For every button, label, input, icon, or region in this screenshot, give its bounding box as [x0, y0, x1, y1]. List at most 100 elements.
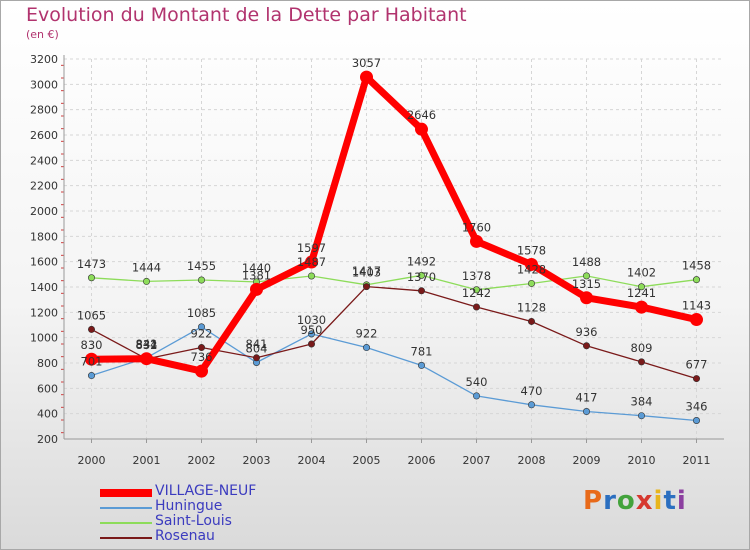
data-label: 1440 — [242, 261, 271, 275]
data-label: 1488 — [572, 255, 601, 269]
data-label: 1428 — [517, 262, 546, 276]
data-label: 1065 — [77, 308, 106, 322]
data-point — [692, 276, 700, 284]
data-label: 1402 — [627, 266, 656, 280]
series-line-rosenau — [91, 285, 697, 380]
data-label: 346 — [686, 400, 708, 414]
data-point — [360, 70, 373, 84]
data-label: 1241 — [627, 286, 656, 300]
data-label: 1458 — [682, 259, 711, 273]
y-tick-label: 600 — [37, 382, 58, 395]
data-point — [307, 340, 315, 348]
data-point — [580, 291, 593, 305]
data-label: 1315 — [572, 277, 601, 291]
data-label: 1760 — [462, 220, 491, 234]
x-tick-label: 2006 — [408, 454, 436, 467]
data-point — [582, 342, 590, 350]
data-label: 1128 — [517, 300, 546, 314]
data-label: 922 — [191, 327, 213, 341]
data-label: 1444 — [132, 260, 161, 274]
proxiti-logo: Proxiti — [583, 486, 687, 516]
data-point — [88, 274, 96, 282]
data-point — [88, 325, 96, 333]
data-point — [198, 276, 206, 284]
y-tick-label: 2800 — [30, 104, 58, 117]
legend-label: VILLAGE-NEUF — [155, 483, 257, 499]
data-point — [527, 317, 535, 325]
data-point — [195, 364, 208, 378]
data-point — [85, 352, 98, 366]
grid — [64, 58, 724, 440]
data-label: 936 — [576, 325, 598, 339]
y-tick-label: 2000 — [30, 205, 58, 218]
data-point — [198, 344, 206, 352]
data-label: 809 — [631, 341, 653, 355]
data-label: 1597 — [297, 241, 326, 255]
data-label: 1143 — [682, 299, 711, 313]
legend-swatch — [100, 537, 152, 539]
x-tick-label: 2011 — [683, 454, 711, 467]
y-tick-label: 200 — [37, 433, 58, 446]
logo-letter: i — [653, 486, 664, 516]
data-label: 540 — [466, 375, 488, 389]
data-point — [527, 279, 535, 287]
x-tick-label: 2001 — [133, 454, 161, 467]
data-label: 677 — [686, 358, 708, 372]
data-point — [250, 282, 263, 296]
data-label: 781 — [411, 344, 433, 358]
data-point — [253, 354, 261, 362]
data-point — [472, 392, 480, 400]
data-point — [637, 358, 645, 366]
series — [85, 70, 703, 425]
data-point — [198, 323, 206, 331]
x-tick-label: 2003 — [243, 454, 271, 467]
data-label: 384 — [631, 395, 653, 409]
data-label: 470 — [521, 384, 543, 398]
data-point — [692, 375, 700, 383]
y-tick-label: 1000 — [30, 332, 58, 345]
logo-letter: P — [583, 486, 604, 516]
y-tick-label: 800 — [37, 357, 58, 370]
data-point — [305, 255, 318, 269]
data-point — [637, 283, 645, 291]
data-point — [417, 287, 425, 295]
y-tick-label: 1600 — [30, 256, 58, 269]
legend-swatch — [100, 507, 152, 509]
data-point — [88, 372, 96, 380]
x-tick-label: 2004 — [298, 454, 326, 467]
data-label: 1403 — [352, 266, 381, 280]
data-point — [362, 283, 370, 291]
x-tick-label: 2007 — [463, 454, 491, 467]
data-point — [692, 417, 700, 425]
x-tick-label: 2009 — [573, 454, 601, 467]
x-tick-label: 2005 — [353, 454, 381, 467]
y-tick-label: 2200 — [30, 180, 58, 193]
logo-letter: r — [603, 486, 617, 516]
x-tick-label: 2000 — [78, 454, 106, 467]
data-label: 1242 — [462, 286, 491, 300]
data-point — [635, 300, 648, 314]
data-label: 1381 — [242, 268, 271, 282]
data-point — [582, 408, 590, 416]
data-label: 3057 — [352, 56, 381, 70]
legend-label: Saint-Louis — [155, 513, 232, 529]
data-point — [470, 234, 483, 248]
y-tick-label: 3200 — [30, 53, 58, 66]
data-point — [417, 361, 425, 369]
data-label: 1085 — [187, 306, 216, 320]
data-point — [415, 122, 428, 136]
data-label: 834 — [136, 338, 158, 352]
logo-letter: x — [635, 486, 654, 516]
data-point — [690, 313, 703, 327]
y-tick-label: 1400 — [30, 281, 58, 294]
data-label: 2646 — [407, 108, 436, 122]
legend-label: Rosenau — [155, 528, 215, 544]
data-label: 417 — [576, 391, 598, 405]
axes: 200 400 600 800 1000 1200 1400 1600 1800 2000 2200… — [30, 53, 724, 467]
y-tick-label: 1200 — [30, 306, 58, 319]
data-point — [143, 277, 151, 285]
y-tick-label: 400 — [37, 408, 58, 421]
data-label: 830 — [81, 338, 103, 352]
data-label: 1455 — [187, 259, 216, 273]
